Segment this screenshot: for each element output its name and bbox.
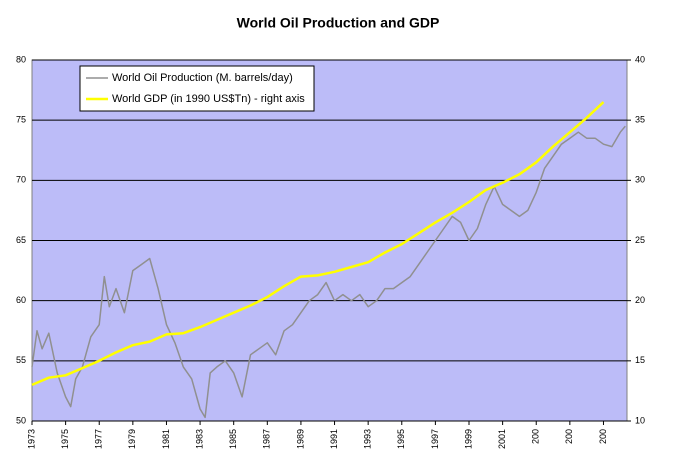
y2-tick-label: 30 [635,175,645,185]
x-tick-label: 1983 [194,429,204,449]
x-tick-label: 1997 [430,429,440,449]
y-tick-label: 80 [16,54,26,64]
legend-label: World Oil Production (M. barrels/day) [112,72,293,84]
x-tick-label: 1979 [127,429,137,449]
x-tick-label: 1993 [363,429,373,449]
x-tick-label: 1981 [161,429,171,449]
x-tick-label: 2001 [497,429,507,449]
y-tick-label: 75 [16,115,26,125]
x-tick-label: 200 [564,429,574,444]
y2-tick-label: 40 [635,54,645,64]
x-tick-label: 1995 [396,429,406,449]
x-tick-label: 1989 [295,429,305,449]
y2-tick-label: 10 [635,415,645,425]
y2-tick-label: 25 [635,235,645,245]
y-tick-label: 70 [16,175,26,185]
y-tick-label: 50 [16,415,26,425]
x-tick-label: 1973 [26,429,36,449]
x-tick-label: 1991 [329,429,339,449]
x-tick-label: 1999 [463,429,473,449]
x-tick-label: 200 [531,429,541,444]
x-tick-label: 1985 [228,429,238,449]
legend-label: World GDP (in 1990 US$Tn) - right axis [112,93,305,105]
x-tick-label: 200 [598,429,608,444]
y2-tick-label: 15 [635,355,645,365]
y-tick-label: 55 [16,355,26,365]
y-tick-label: 65 [16,235,26,245]
x-tick-label: 1987 [262,429,272,449]
chart-title: World Oil Production and GDP [237,15,440,31]
series-line [31,101,605,387]
y-tick-label: 60 [16,295,26,305]
x-tick-label: 1977 [94,429,104,449]
y2-tick-label: 35 [635,115,645,125]
x-tick-label: 1975 [60,429,70,449]
y2-tick-label: 20 [635,295,645,305]
series-line [31,125,626,419]
legend-box [79,65,315,112]
